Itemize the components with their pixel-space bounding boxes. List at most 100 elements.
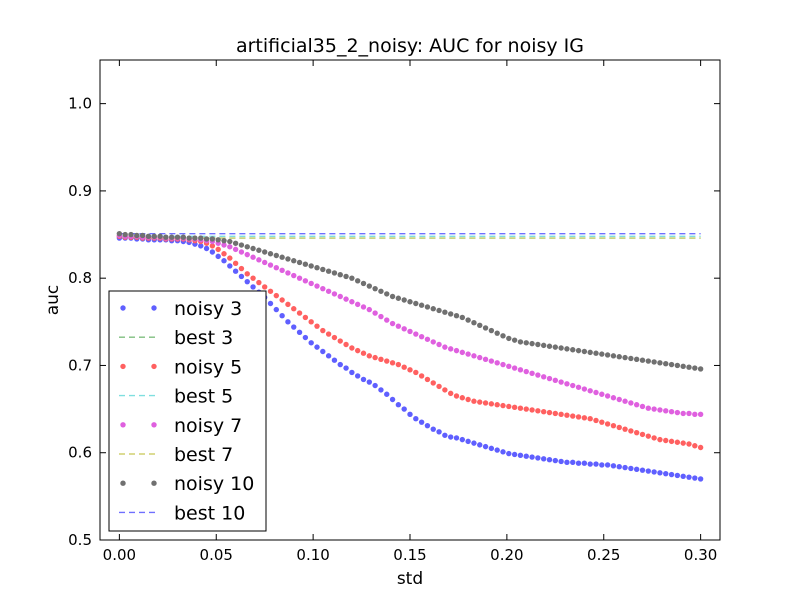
data-point	[535, 341, 541, 348]
data-point	[261, 249, 268, 255]
data-point	[418, 373, 425, 379]
data-point	[447, 311, 454, 317]
data-point	[511, 451, 518, 458]
data-point	[523, 453, 529, 459]
data-point	[244, 244, 250, 250]
data-point	[587, 461, 593, 467]
data-point	[407, 299, 413, 305]
data-point	[552, 457, 559, 464]
data-point	[633, 402, 640, 408]
data-point	[279, 267, 285, 274]
x-tick-label: 0.15	[393, 546, 426, 564]
data-point	[308, 340, 314, 346]
data-point	[645, 405, 652, 411]
data-point	[622, 398, 628, 404]
data-point	[610, 353, 617, 359]
data-point	[686, 410, 692, 417]
data-point	[389, 293, 396, 300]
data-point	[325, 268, 332, 274]
data-point	[227, 238, 233, 245]
data-point	[378, 387, 384, 393]
data-point	[628, 400, 634, 406]
data-point	[645, 358, 652, 364]
y-tick-label: 0.9	[68, 182, 92, 200]
data-point	[360, 376, 367, 383]
data-point	[558, 345, 564, 351]
data-point	[314, 283, 320, 289]
data-point	[570, 382, 576, 389]
data-point	[616, 396, 622, 403]
data-point	[320, 285, 326, 292]
data-point	[384, 391, 390, 397]
data-point	[517, 452, 524, 459]
data-point	[378, 356, 384, 363]
data-point	[692, 411, 698, 418]
data-point	[413, 331, 419, 337]
data-point	[546, 409, 553, 416]
data-point	[570, 459, 576, 466]
data-point	[482, 325, 489, 331]
data-point	[610, 395, 617, 401]
data-point	[418, 302, 425, 308]
y-tick-label: 0.7	[68, 356, 92, 374]
y-tick-label: 0.6	[68, 444, 92, 462]
data-point	[494, 402, 500, 408]
data-point	[209, 236, 216, 242]
data-point	[523, 368, 529, 375]
data-point	[378, 288, 384, 294]
data-point	[285, 270, 291, 276]
data-point	[279, 297, 285, 303]
data-point	[267, 251, 274, 257]
data-point	[546, 457, 553, 463]
data-point	[180, 234, 187, 240]
data-point	[511, 365, 518, 371]
data-point	[622, 426, 628, 432]
data-point	[244, 271, 250, 277]
data-point	[407, 411, 413, 418]
data-point	[157, 233, 163, 239]
data-point	[628, 428, 634, 434]
data-point	[314, 265, 320, 271]
data-point	[366, 306, 373, 313]
data-point	[203, 245, 210, 252]
data-point	[291, 306, 297, 312]
data-point	[244, 251, 250, 258]
data-point	[552, 377, 559, 383]
data-point	[192, 235, 198, 241]
data-point	[517, 367, 524, 373]
data-point	[593, 461, 599, 467]
data-point	[418, 419, 425, 425]
data-point	[465, 438, 471, 445]
data-point	[378, 313, 384, 320]
data-point	[599, 462, 605, 468]
data-point	[163, 234, 169, 240]
data-point	[320, 266, 326, 273]
data-point	[407, 367, 413, 373]
data-point	[494, 360, 500, 366]
data-point	[360, 304, 367, 310]
data-point	[506, 363, 512, 370]
x-tick-label: 0.00	[103, 546, 136, 564]
data-point	[570, 347, 576, 353]
data-point	[581, 460, 588, 466]
data-point	[442, 309, 448, 315]
data-point	[401, 364, 407, 370]
data-point	[360, 280, 367, 287]
data-point	[273, 306, 280, 313]
data-point	[250, 245, 256, 252]
data-point	[465, 351, 471, 357]
data-point	[407, 328, 413, 335]
data-point	[558, 379, 564, 385]
data-point	[477, 322, 483, 329]
data-point	[424, 422, 431, 429]
data-point	[517, 339, 524, 345]
data-point	[651, 406, 657, 412]
data-point	[325, 331, 332, 337]
data-point	[657, 407, 663, 413]
data-point	[686, 474, 692, 480]
legend: noisy 3 best 3 noisy 5 best 5 noisy 7 best 7 n…	[108, 290, 267, 532]
data-point	[604, 421, 611, 427]
data-point	[331, 291, 338, 297]
data-point	[337, 271, 343, 278]
data-point	[471, 353, 477, 359]
